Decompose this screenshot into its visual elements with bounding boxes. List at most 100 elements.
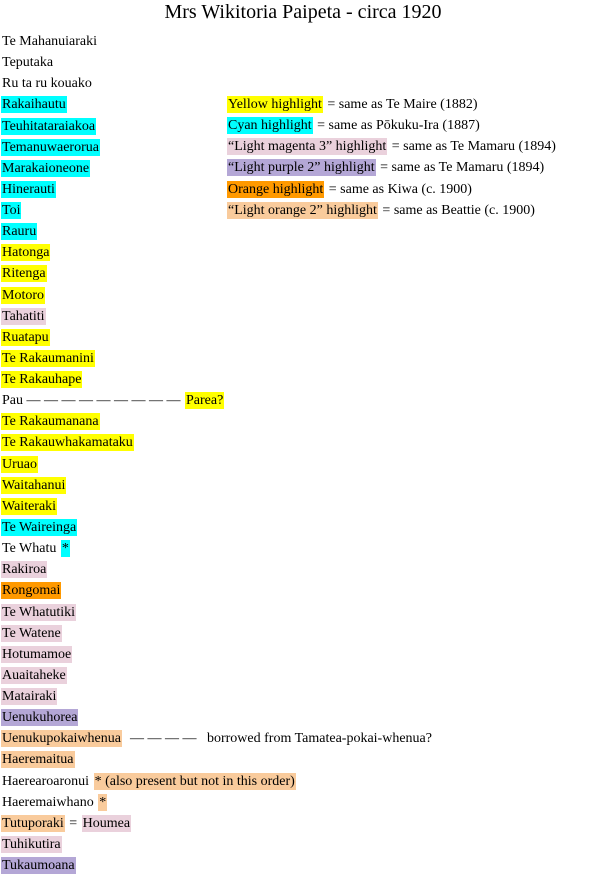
name-line: Haeremaitua (1, 749, 75, 770)
name-line: Tahatiti (1, 306, 46, 327)
text: Te Whatu (2, 541, 60, 557)
text: Ru ta ru kouako (2, 76, 92, 92)
legend-line: “Light magenta 3” highlight = same as Te… (227, 136, 557, 157)
highlighted-text: Tukaumoana (1, 857, 76, 875)
name-line: Rakaihautu (1, 94, 67, 115)
name-line: Te Whatu * (1, 538, 70, 559)
highlighted-text: Houmea (81, 814, 132, 832)
highlighted-text: Yellow highlight (227, 96, 323, 113)
legend-line: Cyan highlight = same as Pōkuku-Ira (188… (227, 115, 481, 136)
highlighted-text: Haeremaitua (1, 751, 75, 769)
highlighted-text: Rakiroa (1, 561, 48, 579)
text: Te Mahanuiaraki (2, 34, 98, 49)
highlighted-text: Motoro (1, 286, 45, 304)
name-line: Matairaki (1, 686, 58, 707)
highlighted-text: “Light orange 2” highlight (227, 201, 378, 219)
highlighted-text: Te Waireinga (1, 518, 78, 536)
name-line: Te Rakauwhakamataku (1, 432, 134, 453)
name-line: Marakaioneone (1, 158, 91, 179)
name-line: Uruao (1, 454, 38, 475)
highlighted-text: Toi (1, 202, 22, 220)
highlighted-text: * (60, 540, 70, 558)
legend-line: “Light purple 2” highlight = same as Te … (227, 157, 545, 178)
name-line: Waiteraki (1, 496, 58, 517)
highlighted-text: Tuhikutira (1, 835, 62, 853)
name-line: Waitahanui (1, 475, 67, 496)
name-line: Hotumamoe (1, 644, 73, 665)
name-line: Tuhikutira (1, 834, 62, 855)
text: = (65, 815, 81, 831)
highlighted-text: Teuhitataraiakoa (1, 117, 97, 135)
text: = same as Pōkuku-Ira (1887) (313, 118, 480, 134)
highlighted-text: “Light magenta 3” highlight (227, 138, 388, 156)
name-line: Motoro (1, 285, 45, 306)
name-line: Ruatapu (1, 327, 50, 348)
name-line: Uenukuhorea (1, 707, 79, 728)
highlighted-text: * (also present but not in this order) (93, 772, 296, 790)
name-line: Haerearoaronui * (also present but not i… (1, 771, 296, 792)
highlighted-text: Marakaioneone (1, 159, 91, 177)
text: Haerearoaronui (2, 773, 93, 789)
name-line: Temanuwaerorua (1, 137, 100, 158)
highlighted-text: Uruao (1, 455, 38, 473)
name-line: Haeremaiwhano * (1, 792, 108, 813)
highlighted-text: Orange highlight (227, 180, 325, 198)
text: Teputaka (2, 55, 54, 71)
highlighted-text: Te Rakaumanini (1, 349, 95, 367)
name-line: Teuhitataraiakoa (1, 116, 97, 137)
text: Haeremaiwhano (2, 794, 98, 810)
name-line: Pau — — — — — — — — — Parea? (1, 390, 225, 411)
highlighted-text: * (98, 793, 108, 811)
highlighted-text: Rongomai (1, 582, 62, 600)
highlighted-text: Hotumamoe (1, 645, 73, 663)
highlighted-text: Temanuwaerorua (1, 138, 100, 156)
title: Mrs Wikitoria Paipeta - circa 1920 (164, 1, 442, 23)
highlighted-text: “Light purple 2” highlight (227, 159, 376, 177)
highlighted-text: Cyan highlight (227, 117, 313, 135)
name-line: Uenukupokaiwhenua — — — — borrowed from … (1, 728, 433, 749)
name-line: Te Watene (1, 623, 62, 644)
legend-line: Orange highlight = same as Kiwa (c. 1900… (227, 179, 473, 200)
highlighted-text: Te Rakaumanana (1, 413, 100, 431)
name-line: Auaitaheke (1, 665, 67, 686)
text: = same as Beattie (c. 1900) (378, 202, 535, 218)
name-line: Rakiroa (1, 559, 48, 580)
highlighted-text: Waiteraki (1, 497, 58, 515)
highlighted-text: Rauru (1, 223, 38, 241)
name-line: Te Rakauhape (1, 369, 83, 390)
name-line: Ru ta ru kouako (1, 73, 93, 94)
highlighted-text: Uenukupokaiwhenua (1, 730, 122, 748)
legend-line: “Light orange 2” highlight = same as Bea… (227, 200, 536, 221)
name-line: Hinerauti (1, 179, 56, 200)
text: — — — — borrowed from Tamatea-pokai-when… (122, 731, 432, 747)
name-line: Te Rakaumanana (1, 411, 100, 432)
highlighted-text: Te Rakauwhakamataku (1, 434, 134, 452)
text: = same as Te Maire (1882) (323, 97, 478, 112)
highlighted-text: Auaitaheke (1, 666, 67, 684)
highlighted-text: Tutuporaki (1, 814, 65, 832)
name-line: Toi (1, 200, 22, 221)
highlighted-text: Hinerauti (1, 180, 56, 198)
highlighted-text: Te Watene (1, 624, 62, 642)
highlighted-text: Hatonga (1, 244, 51, 262)
name-line: Rauru (1, 221, 38, 242)
name-line: Ritenga (1, 263, 47, 284)
text: Pau — — — — — — — — — (2, 393, 184, 409)
legend-line: Yellow highlight = same as Te Maire (188… (227, 94, 479, 115)
highlighted-text: Matairaki (1, 688, 58, 706)
highlighted-text: Rakaihautu (1, 96, 67, 114)
highlighted-text: Parea? (185, 392, 225, 410)
highlighted-text: Ruatapu (1, 328, 50, 346)
text: = same as Te Mamaru (1894) (376, 160, 545, 176)
highlighted-text: Waitahanui (1, 476, 67, 494)
highlighted-text: Te Whatutiki (1, 603, 77, 621)
name-line: Te Whatutiki (1, 602, 77, 623)
highlighted-text: Uenukuhorea (1, 709, 79, 727)
name-line: Rongomai (1, 580, 62, 601)
highlighted-text: Tahatiti (1, 307, 46, 325)
name-line: Tukaumoana (1, 855, 76, 876)
name-line: Te Waireinga (1, 517, 78, 538)
highlighted-text: Ritenga (1, 265, 47, 283)
text: = same as Kiwa (c. 1900) (325, 181, 472, 197)
